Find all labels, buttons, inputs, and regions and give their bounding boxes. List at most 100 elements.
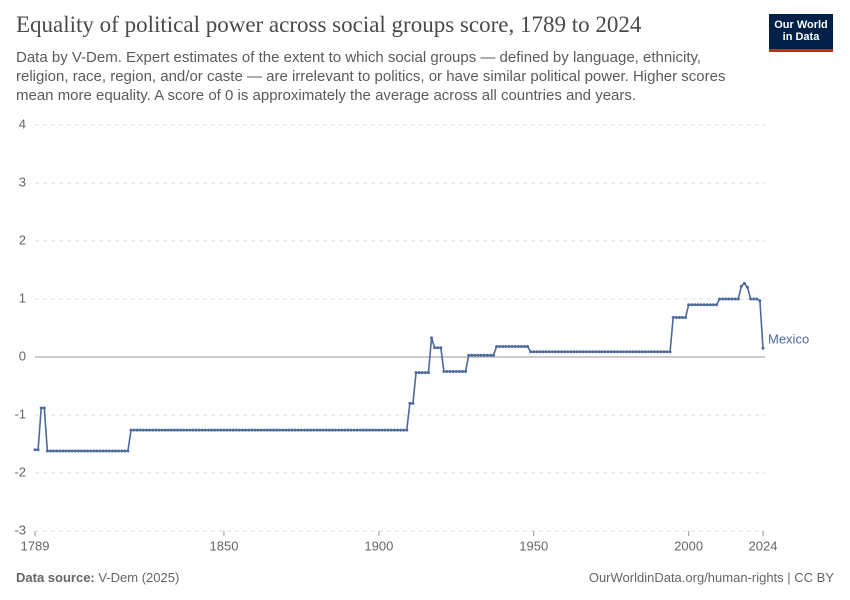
- point: [618, 350, 622, 354]
- point: [680, 316, 684, 320]
- point: [656, 350, 660, 354]
- point: [510, 345, 514, 349]
- logo[interactable]: Our World in Data: [769, 14, 833, 52]
- point: [299, 428, 303, 432]
- point: [653, 350, 657, 354]
- point: [337, 428, 341, 432]
- point: [92, 449, 96, 453]
- point: [256, 428, 260, 432]
- point: [566, 350, 570, 354]
- point: [268, 428, 272, 432]
- point: [687, 303, 691, 307]
- point: [374, 428, 378, 432]
- point: [55, 449, 59, 453]
- point: [166, 428, 170, 432]
- point: [711, 303, 715, 307]
- point: [526, 345, 530, 349]
- y-tick-label: -1: [14, 406, 26, 421]
- point: [154, 428, 158, 432]
- x-tick-label: 1850: [210, 538, 239, 553]
- point: [45, 449, 49, 453]
- point: [411, 401, 415, 405]
- point: [318, 428, 322, 432]
- point: [436, 346, 440, 350]
- point: [575, 350, 579, 354]
- point: [86, 449, 90, 453]
- point: [253, 428, 257, 432]
- point: [718, 297, 722, 301]
- point: [349, 428, 353, 432]
- point: [758, 299, 762, 303]
- point: [727, 297, 731, 301]
- point: [470, 353, 474, 357]
- point: [451, 370, 455, 373]
- point: [560, 350, 564, 354]
- point: [634, 350, 638, 354]
- x-tick-label: 2024: [749, 538, 778, 553]
- point: [491, 353, 495, 357]
- license[interactable]: OurWorldinData.org/human-rights | CC BY: [588, 570, 834, 585]
- point: [377, 428, 381, 432]
- point: [584, 350, 588, 354]
- point: [498, 345, 502, 349]
- point: [309, 428, 313, 432]
- point: [95, 449, 99, 453]
- point: [448, 370, 452, 373]
- point: [749, 297, 753, 301]
- point: [457, 370, 461, 373]
- point: [557, 350, 561, 354]
- y-tick-label: 4: [19, 116, 26, 131]
- point: [631, 350, 635, 354]
- point: [693, 303, 697, 307]
- point: [659, 350, 663, 354]
- point: [129, 428, 133, 432]
- point: [287, 428, 291, 432]
- source: Data source: V-Dem (2025): [16, 570, 179, 585]
- point: [442, 370, 446, 373]
- point: [550, 350, 554, 354]
- point: [89, 449, 93, 453]
- point: [67, 449, 71, 453]
- point: [262, 428, 266, 432]
- point: [200, 428, 204, 432]
- point: [588, 350, 592, 354]
- point: [572, 350, 576, 354]
- point: [708, 303, 712, 307]
- point: [625, 350, 629, 354]
- point: [464, 370, 468, 373]
- point: [284, 428, 288, 432]
- point: [169, 428, 173, 432]
- point: [101, 449, 105, 453]
- x-tick-label: 1950: [519, 538, 548, 553]
- point: [541, 350, 545, 354]
- point: [110, 449, 114, 453]
- chart: -3 -2 -1 0 1 2 3 4 1789 1850 1900 1950 2000 2024 Mexic…: [14, 116, 809, 553]
- point: [426, 371, 430, 375]
- point: [417, 371, 421, 375]
- point: [176, 428, 180, 432]
- chart-title: Equality of political power across socia…: [16, 12, 642, 37]
- point: [600, 350, 604, 354]
- point: [73, 449, 77, 453]
- point: [522, 345, 526, 349]
- point: [250, 428, 254, 432]
- point: [699, 303, 703, 307]
- point: [690, 303, 694, 307]
- point: [439, 346, 443, 350]
- y-tick-label: 1: [19, 290, 26, 305]
- point: [42, 406, 46, 410]
- point: [724, 297, 728, 301]
- point: [563, 350, 567, 354]
- point: [340, 428, 344, 432]
- point: [553, 350, 557, 354]
- point: [501, 345, 505, 349]
- point: [303, 428, 307, 432]
- point: [430, 336, 434, 340]
- point: [151, 428, 155, 432]
- point: [467, 353, 471, 357]
- point: [324, 428, 328, 432]
- point: [476, 353, 480, 357]
- point: [646, 350, 650, 354]
- point: [684, 316, 688, 320]
- point: [197, 428, 201, 432]
